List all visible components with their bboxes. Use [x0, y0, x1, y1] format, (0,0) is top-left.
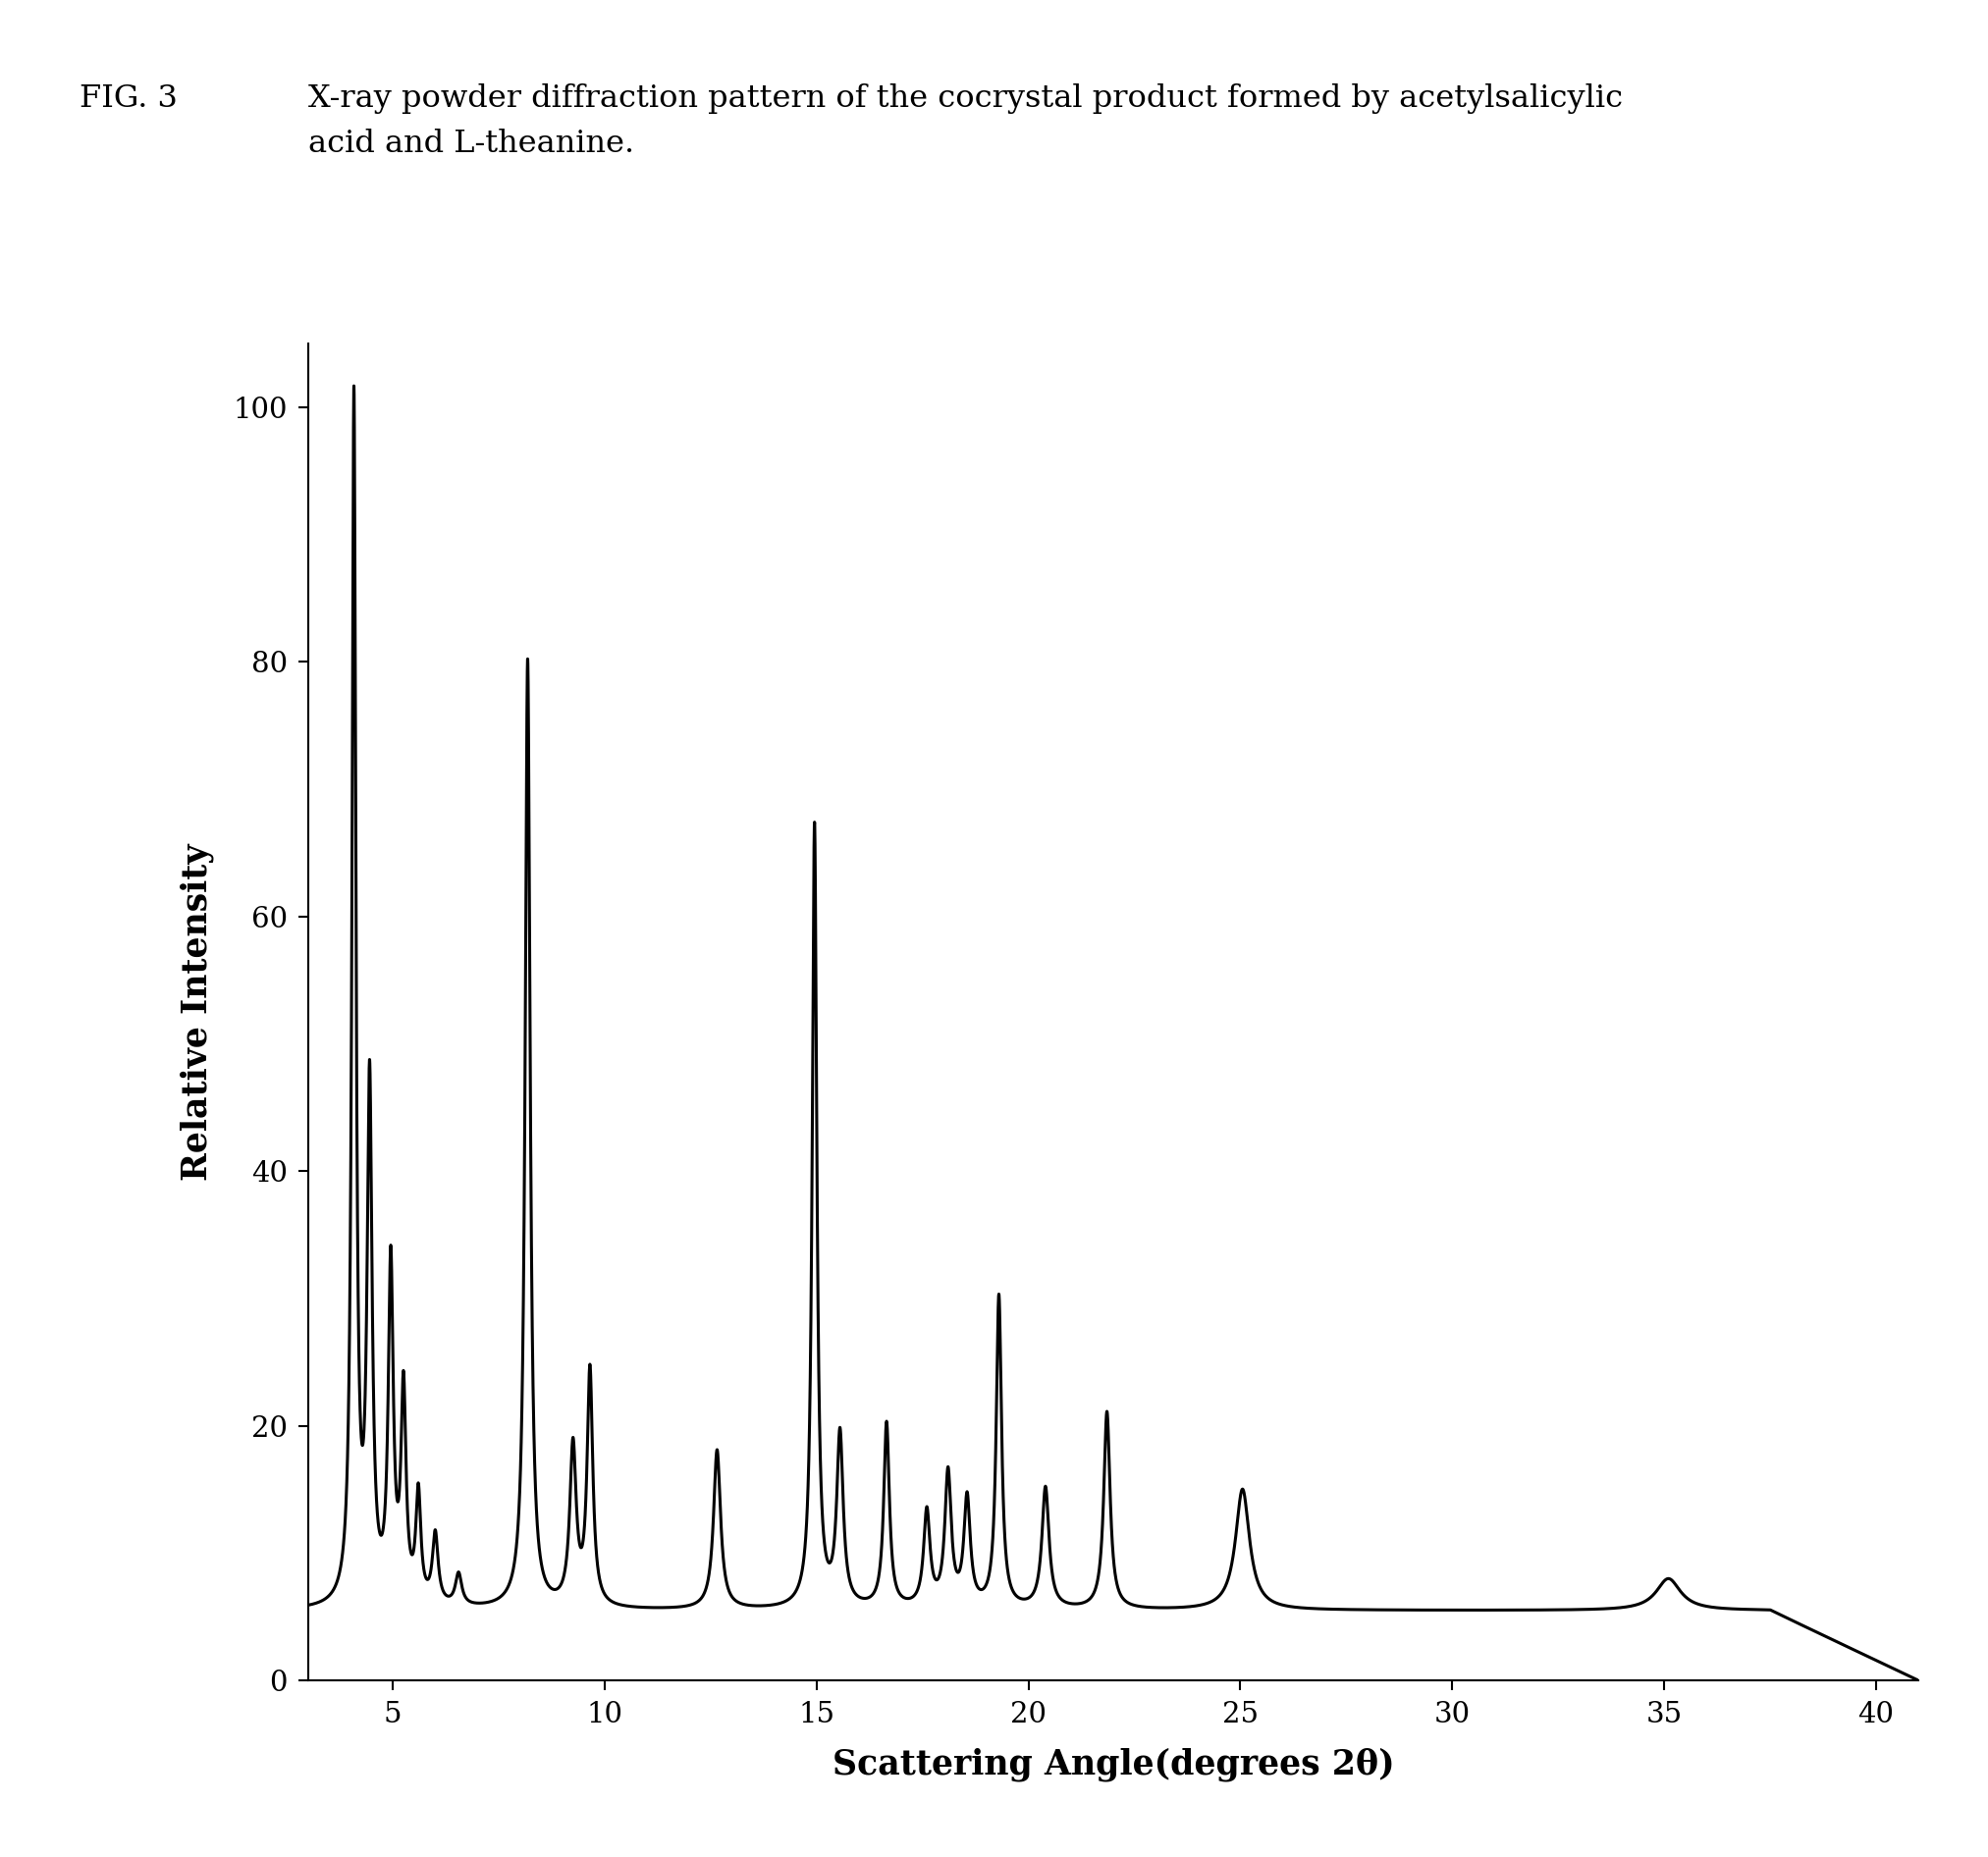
- Y-axis label: Relative Intensity: Relative Intensity: [181, 843, 215, 1181]
- Text: X-ray powder diffraction pattern of the cocrystal product formed by acetylsalicy: X-ray powder diffraction pattern of the …: [308, 84, 1622, 158]
- X-axis label: Scattering Angle(degrees 2θ): Scattering Angle(degrees 2θ): [833, 1747, 1394, 1781]
- Text: FIG. 3: FIG. 3: [80, 84, 177, 113]
